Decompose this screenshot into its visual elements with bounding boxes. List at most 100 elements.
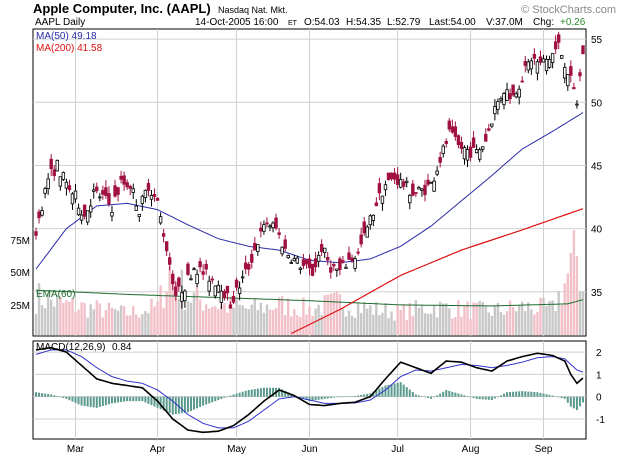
volume-bar (287, 298, 290, 335)
candle-body (168, 257, 172, 265)
macd-histogram-bar (433, 396, 436, 398)
macd-histogram-bar (420, 396, 423, 397)
macd-histogram-bar (153, 396, 156, 407)
candle-body (326, 257, 330, 261)
candle-body (453, 126, 458, 137)
volume-bar (487, 312, 490, 335)
macd-histogram-bar (114, 396, 117, 403)
macd-histogram-bar (533, 392, 536, 397)
price-tick-label: 45 (591, 161, 603, 172)
candle-body (155, 197, 160, 201)
volume-bar (34, 313, 38, 335)
volume-bar (101, 317, 105, 335)
candle-body (329, 267, 333, 273)
macd-histogram-bar (247, 390, 250, 397)
candle-body (119, 175, 123, 180)
macd-histogram-bar (378, 388, 381, 397)
macd-histogram-bar (393, 383, 396, 397)
macd-histogram-bar (95, 396, 98, 408)
macd-histogram-bar (387, 384, 390, 397)
volume-bar (381, 312, 384, 335)
volume-bar (302, 297, 305, 335)
macd-histogram-bar (235, 393, 238, 397)
macd-histogram-bar (451, 391, 454, 397)
macd-histogram-bar (92, 396, 95, 408)
macd-histogram-bar (484, 396, 487, 400)
macd-histogram-bar (299, 396, 302, 398)
macd-histogram-bar (332, 396, 335, 398)
macd-histogram-bar (126, 396, 129, 402)
candle-body (174, 286, 178, 296)
candle-body (377, 183, 382, 194)
candle-body (92, 189, 96, 192)
macd-histogram-bar (363, 394, 366, 397)
volume-bar (144, 310, 147, 335)
volume-bar (484, 305, 487, 335)
candle-body (465, 149, 470, 161)
volume-bar (217, 309, 220, 335)
last-value: Last:54.00 (429, 17, 476, 28)
candle-body (496, 101, 500, 110)
candle-body (417, 187, 421, 190)
open-value: O:54.03 (304, 17, 340, 28)
volume-bar (56, 295, 59, 335)
volume-bar (256, 310, 260, 335)
macd-histogram-bar (272, 387, 275, 397)
macd-histogram-bar (59, 396, 62, 398)
candle-body (122, 175, 126, 185)
macd-histogram-bar (430, 396, 433, 399)
volume-bar (125, 315, 129, 335)
macd-histogram-bar (311, 396, 314, 401)
volume-bar (59, 296, 62, 335)
month-label: Jun (301, 444, 317, 455)
macd-histogram-bar (463, 395, 466, 397)
volume-bar (247, 308, 250, 335)
candle-body (441, 145, 445, 154)
candle-body (444, 140, 448, 144)
volume-bar (511, 306, 515, 335)
volume-bar (122, 306, 126, 335)
ma50-legend: MA(50) 49.18 (36, 31, 97, 42)
macd-histogram-bar (253, 389, 256, 397)
volume-bar (320, 314, 323, 335)
macd-histogram-bar (530, 391, 533, 397)
volume-bar (399, 309, 402, 335)
candle-body (152, 194, 157, 197)
volume-bar (110, 307, 114, 335)
volume-bar (499, 311, 503, 335)
macd-histogram-bar (278, 387, 281, 397)
macd-histogram-bar (196, 396, 199, 409)
candle-body (398, 179, 403, 188)
month-label: Apr (150, 444, 166, 455)
candle-body (553, 41, 558, 50)
volume-bar (86, 317, 89, 335)
macd-histogram-bar (502, 393, 505, 397)
macd-histogram-bar (499, 395, 502, 397)
macd-histogram-bar (44, 393, 47, 397)
exchange-label: Nasdaq Nat. Mkt. (218, 5, 288, 15)
price-plot-area (34, 31, 585, 335)
volume-bar (244, 308, 247, 335)
volume-bar (156, 301, 159, 335)
volume-bar (560, 305, 563, 335)
volume-bar (135, 314, 138, 335)
volume-bar (195, 285, 199, 335)
candle-body (362, 221, 366, 234)
volume-bar (530, 309, 533, 335)
candle-body (493, 106, 497, 115)
candle-body (423, 184, 427, 196)
volume-bar (40, 305, 44, 335)
macd-histogram-bar (563, 396, 566, 399)
volume-bar (62, 302, 65, 335)
month-label: May (227, 444, 246, 455)
macd-histogram-bar (542, 393, 545, 397)
macd-histogram-bar (284, 390, 287, 397)
macd-histogram-bar (220, 396, 223, 399)
volume-value: V:37.0M (486, 17, 523, 28)
candle-body (158, 216, 163, 224)
volume-bar (296, 315, 299, 335)
volume-bar (548, 301, 551, 335)
candle-body (578, 72, 582, 77)
macd-histogram-bar (509, 392, 512, 397)
volume-bar (420, 304, 424, 335)
